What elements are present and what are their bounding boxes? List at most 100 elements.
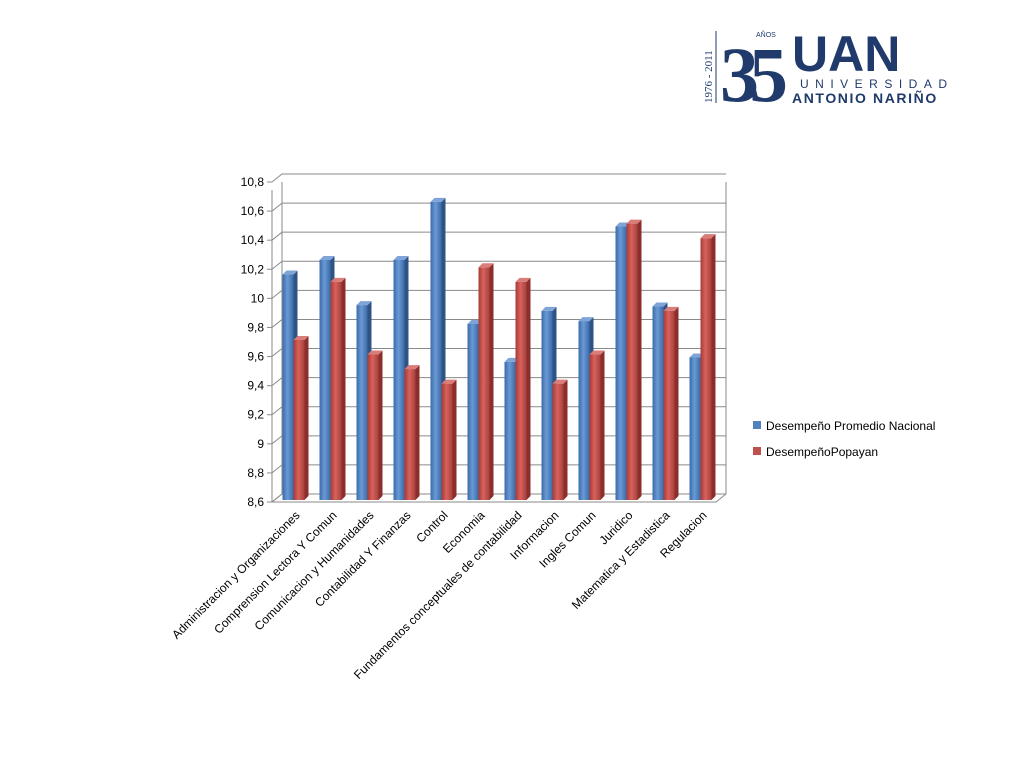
bar-popayan-face [478, 267, 490, 500]
y-tick-label: 10,8 [241, 175, 265, 189]
gridline [271, 348, 726, 357]
logo-universidad: UNIVERSIDAD [800, 77, 954, 91]
bar-popayan [330, 277, 346, 500]
bar-popayan-side [304, 336, 309, 500]
bars-group [282, 197, 716, 501]
legend-swatch-popayan [753, 447, 761, 455]
bar-nacional-face [282, 274, 294, 500]
bar-nacional-face [578, 321, 590, 500]
y-tick-label: 9,2 [247, 408, 264, 422]
bar-popayan-face [515, 281, 527, 500]
gridline [271, 464, 726, 474]
bar-popayan-top [552, 379, 568, 384]
bar-popayan [478, 263, 494, 500]
bar-popayan-face [700, 238, 712, 500]
bar-nacional-top [578, 317, 594, 322]
bar-nacional-top [393, 256, 409, 260]
y-tick-label: 10,4 [241, 233, 265, 247]
bar-nacional-face [430, 201, 442, 500]
bar-popayan [663, 306, 679, 500]
bar-popayan-side [600, 350, 605, 500]
gridline [271, 231, 726, 241]
bar-popayan-side [563, 379, 568, 500]
bar-popayan-side [415, 365, 420, 500]
y-tick-label: 9,4 [247, 379, 264, 393]
bar-nacional-top [319, 256, 335, 260]
bar-popayan-side [637, 219, 642, 501]
gridline [271, 377, 726, 387]
bar-popayan-face [589, 354, 601, 500]
x-axis-labels: Administracion y OrganizacionesComprensi… [169, 508, 709, 682]
bar-popayan-face [404, 369, 416, 500]
gridline [271, 435, 726, 445]
bar-popayan-top [663, 306, 679, 311]
bar-popayan-face [663, 310, 675, 500]
bar-nacional-top [652, 302, 668, 307]
legend-label-popayan: DesempeñoPopayan [766, 445, 878, 459]
y-tick-label: 10 [251, 291, 265, 305]
bar-popayan [441, 379, 457, 500]
bar-popayan [700, 234, 716, 500]
bar-popayan-face [293, 340, 305, 500]
bar-nacional-face [541, 310, 553, 500]
uan-logo: 1976 - 2011 35 AÑOS UAN UNIVERSIDAD ANTO… [703, 26, 954, 109]
logo-years: 1976 - 2011 [703, 50, 715, 103]
bar-popayan-face [626, 223, 638, 501]
bar-nacional-face [393, 260, 405, 500]
bar-nacional-face [652, 306, 664, 500]
y-tick-label: 10,2 [241, 262, 265, 276]
bar-popayan-top [441, 379, 457, 384]
bar-popayan-top [589, 350, 605, 355]
legend: Desempeño Promedio Nacional DesempeñoPop… [753, 419, 935, 459]
bar-nacional-top [430, 197, 446, 202]
legend-label-nacional: Desempeño Promedio Nacional [766, 419, 935, 433]
bar-popayan-top [626, 219, 642, 224]
gridline [271, 406, 726, 416]
bar-popayan-side [526, 277, 531, 500]
y-tick-label: 10,6 [241, 204, 265, 218]
y-axis-ticks: 8,6 8,8 9 9,2 9,4 9,6 9,8 10 10,2 10,4 10,6 10,8 [241, 175, 265, 509]
plot-area [267, 173, 727, 503]
logo-anos: AÑOS [756, 30, 776, 39]
bar-nacional-top [282, 270, 298, 275]
y-tick-label: 9,8 [247, 320, 264, 334]
bar-popayan-side [452, 379, 457, 500]
bar-nacional-face [467, 324, 479, 500]
bar-nacional-top [541, 306, 557, 311]
bar-popayan-face [367, 354, 379, 500]
bar-popayan-side [489, 263, 494, 500]
bar-popayan [367, 350, 383, 500]
y-tick-label: 8,6 [247, 495, 264, 509]
gridline [271, 493, 726, 503]
bar-popayan-top [293, 336, 309, 340]
gridline [271, 173, 726, 183]
y-tick-label: 9 [257, 437, 264, 451]
bar-nacional-face [689, 357, 701, 500]
y-tick-label: 8,8 [247, 466, 264, 480]
gridline [271, 318, 726, 328]
bar-popayan-top [478, 263, 494, 268]
bar-popayan-side [674, 306, 679, 500]
gridline [271, 260, 726, 270]
gridline [271, 289, 726, 299]
bar-nacional-face [319, 260, 331, 500]
bar-nacional-face [356, 305, 368, 500]
bar-popayan-face [552, 383, 564, 500]
bar-popayan [404, 365, 420, 500]
bar-popayan [515, 277, 531, 500]
bar-popayan [626, 219, 642, 501]
bar-popayan [589, 350, 605, 500]
bar-popayan-side [711, 234, 716, 500]
logo-acronym: UAN [792, 26, 900, 82]
bar-nacional-face [615, 226, 627, 500]
legend-swatch-nacional [753, 421, 761, 429]
bar-popayan-top [330, 277, 346, 282]
bar-nacional-face [504, 361, 516, 500]
bar-popayan-side [378, 350, 383, 500]
bar-popayan [293, 336, 309, 500]
bar-popayan-top [515, 277, 531, 282]
bar-popayan-face [330, 281, 342, 500]
bar-popayan-top [367, 350, 383, 355]
bar-popayan-face [441, 383, 453, 500]
